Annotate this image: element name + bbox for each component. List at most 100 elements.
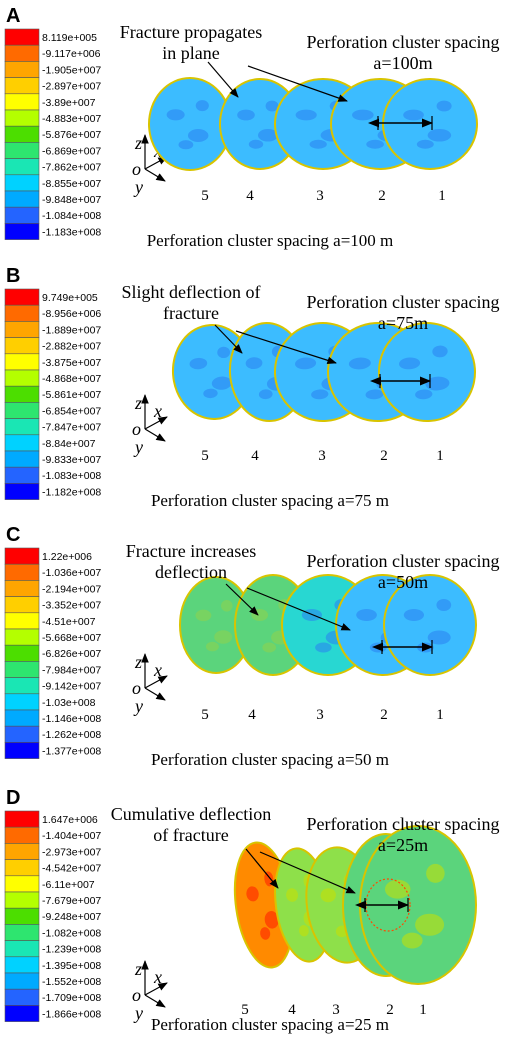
legend-swatch [4, 875, 40, 893]
legend-value: 8.119e+005 [42, 32, 97, 44]
legend-swatch [4, 843, 40, 860]
panel-letter: C [6, 524, 20, 546]
legend-swatch [4, 466, 40, 484]
stress-patch [415, 389, 433, 400]
legend-value: -9.117e+006 [42, 48, 101, 60]
legend-value: -1.889e+007 [42, 324, 101, 336]
note-text: Slight deflection of fracture [122, 282, 261, 323]
stress-patch [311, 389, 329, 400]
panel-a: A 8.119e+005 -9.117e+006 -1.905e+007 -2.897e… [4, 5, 499, 250]
legend-value: -1.182e+008 [42, 486, 101, 498]
legend-value: -3.89e+007 [42, 97, 96, 109]
o-label: o [132, 985, 141, 1005]
stress-patch [248, 139, 264, 149]
legend-value: -1.146e+008 [42, 713, 101, 725]
stress-patch [403, 109, 424, 121]
y-label: y [133, 696, 143, 716]
leader-arrow [259, 851, 356, 894]
leader-arrow [245, 848, 279, 889]
fracture-number: 3 [318, 448, 326, 464]
z-label: z [134, 133, 142, 153]
legend-value: -1.036e+007 [42, 567, 101, 579]
stress-patch [295, 357, 317, 370]
legend-value: -1.709e+008 [42, 992, 101, 1004]
legend-value: -8.956e+006 [42, 308, 101, 320]
y-label: y [133, 437, 143, 457]
fracture-number: 1 [436, 707, 444, 723]
fracture-number: 2 [386, 1002, 394, 1018]
legend-swatch [4, 369, 40, 387]
stress-patch [286, 888, 299, 902]
legend-value: -2.194e+007 [42, 583, 101, 595]
legend-swatch [4, 891, 40, 909]
legend-value: -4.868e+007 [42, 373, 101, 385]
legend-swatch [4, 940, 40, 958]
legend-swatch [4, 190, 40, 208]
panel-letter: B [6, 265, 20, 287]
legend-swatch [4, 907, 40, 925]
legend-value: 1.22e+006 [42, 551, 92, 563]
stress-patch [258, 128, 278, 142]
o-label: o [132, 159, 141, 179]
fracture-number: 4 [251, 448, 259, 464]
legend-value: -7.847e+007 [42, 422, 101, 434]
y-axis [144, 428, 166, 442]
stress-patch [415, 913, 445, 936]
fracture-disk [359, 825, 477, 985]
panel-caption: Perforation cluster spacing a=100 m [147, 231, 394, 250]
legend-swatch [4, 988, 40, 1006]
fracture-disk [179, 576, 253, 674]
stress-patch [416, 139, 434, 149]
y-label: y [133, 1003, 143, 1023]
legend-swatch [4, 628, 40, 646]
legend-swatch [4, 972, 40, 990]
legend-value: -1.083e+008 [42, 470, 101, 482]
note-line: fracture [163, 303, 219, 323]
x-label: x [153, 967, 162, 987]
legend-value: -1.905e+007 [42, 64, 101, 76]
stress-patch [432, 345, 448, 358]
fracture-number: 1 [438, 188, 446, 204]
note-text: Fracture increases deflection [126, 541, 256, 582]
spacing-label: Perforation cluster spacing a=75m [307, 292, 500, 333]
stress-patch [426, 863, 445, 883]
leader-arrow [235, 330, 337, 365]
color-legend: 1.647e+006 -1.404e+007 -2.973e+007 -4.542e+… [4, 810, 101, 1022]
stress-patch [189, 357, 208, 370]
leader-arrow [247, 65, 348, 102]
x-axis [144, 416, 168, 430]
spacing-line: a=100m [373, 53, 432, 73]
stress-patch [187, 129, 209, 142]
legend-swatch [4, 44, 40, 62]
legend-value: -1.552e+008 [42, 976, 101, 988]
stress-patch [401, 932, 423, 949]
legend-value: 9.749e+005 [42, 292, 98, 304]
stress-patch [309, 139, 327, 149]
legend-swatch [4, 77, 40, 95]
legend-value: -9.833e+007 [42, 454, 101, 466]
stress-patch [166, 109, 185, 121]
stress-patch [245, 357, 263, 370]
stress-patch [258, 389, 273, 400]
fracture-surface [148, 77, 232, 171]
spacing-line: Perforation cluster spacing [307, 292, 500, 312]
fracture-surface [382, 78, 478, 170]
legend-value: -7.679e+007 [42, 895, 101, 907]
legend-swatch [4, 93, 40, 111]
stress-patch [178, 140, 194, 150]
fracture-number: 3 [332, 1002, 340, 1018]
legend-value: -1.866e+008 [42, 1008, 101, 1020]
legend-swatch [4, 174, 40, 192]
legend-value: -2.897e+007 [42, 81, 101, 93]
stress-patch [211, 376, 232, 390]
note-line: in plane [162, 43, 219, 63]
legend-swatch [4, 1005, 40, 1022]
x-axis [144, 982, 168, 996]
fracture-number: 4 [246, 188, 254, 204]
stress-patch [195, 609, 212, 622]
z-label: z [134, 652, 142, 672]
stress-patch [260, 927, 271, 940]
fracture-disks [233, 825, 477, 985]
stress-patch [214, 630, 233, 644]
